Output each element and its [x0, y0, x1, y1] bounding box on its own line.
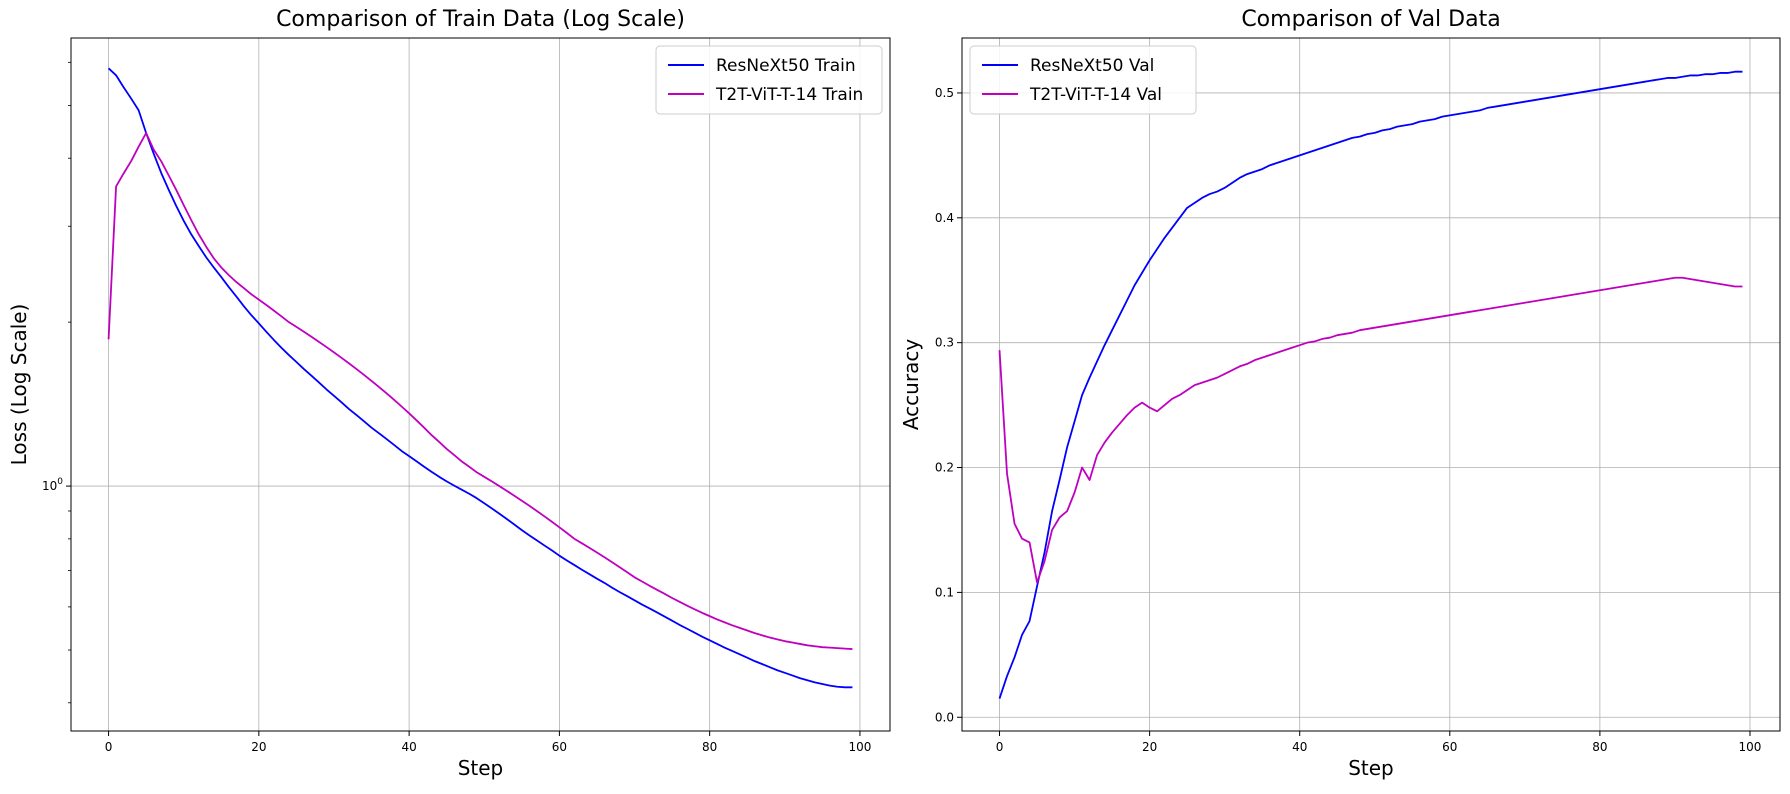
- y-tick-label: 0.3: [935, 336, 954, 350]
- y-tick-label: 0.4: [935, 211, 954, 225]
- x-tick-label: 0: [105, 740, 113, 754]
- legend-label-2: T2T-ViT-T-14 Val: [1029, 85, 1162, 105]
- legend-label-1: ResNeXt50 Train: [716, 56, 856, 76]
- series-line-2: [998, 276, 1743, 584]
- y-tick-label: 0.0: [935, 710, 954, 724]
- x-axis-label: Step: [458, 756, 504, 780]
- legend-label-1: ResNeXt50 Val: [1030, 56, 1154, 76]
- y-axis-label: Accuracy: [899, 339, 923, 430]
- x-tick-label: 100: [848, 740, 871, 754]
- legend-box: [655, 45, 883, 115]
- x-tick-label: 80: [702, 740, 717, 754]
- legend-box: [969, 45, 1197, 115]
- x-tick-label: 60: [1442, 740, 1457, 754]
- legend-label-2: T2T-ViT-T-14 Train: [715, 85, 863, 105]
- x-tick-label: 20: [1142, 740, 1157, 754]
- y-tick-label: 100: [42, 477, 63, 493]
- x-tick-label: 20: [251, 740, 266, 754]
- x-tick-label: 0: [996, 740, 1004, 754]
- x-axis-label: Step: [1348, 756, 1394, 780]
- y-tick-label: 0.2: [935, 461, 954, 475]
- y-axis-label: Loss (Log Scale): [7, 304, 31, 466]
- x-tick-label: 100: [1739, 740, 1762, 754]
- legend: ResNeXt50 Train T2T-ViT-T-14 Train: [655, 45, 883, 115]
- series-line-2: [107, 132, 853, 650]
- y-tick-label: 0.1: [935, 585, 954, 599]
- y-tick-label: 0.5: [935, 86, 954, 100]
- chart-title: Comparison of Train Data (Log Scale): [276, 7, 685, 32]
- x-tick-label: 60: [552, 740, 567, 754]
- val-accuracy-panel: 0 20 40 60 80 100 0.0 0.1 0.2 0.3 0.4 0.5 Comparison…: [899, 7, 1781, 780]
- legend: ResNeXt50 Val T2T-ViT-T-14 Val: [969, 45, 1197, 115]
- x-tick-label: 40: [401, 740, 416, 754]
- axes-frame: [70, 37, 891, 732]
- chart-title: Comparison of Val Data: [1241, 7, 1500, 32]
- x-tick-label: 80: [1592, 740, 1607, 754]
- series-line-1: [998, 70, 1743, 699]
- x-tick-label: 40: [1292, 740, 1307, 754]
- train-loss-panel: 0 20 40 60 80 100 100 Comparison of Train Data …: [7, 7, 891, 780]
- axes-frame: [961, 37, 1781, 732]
- series-line-1: [107, 67, 853, 689]
